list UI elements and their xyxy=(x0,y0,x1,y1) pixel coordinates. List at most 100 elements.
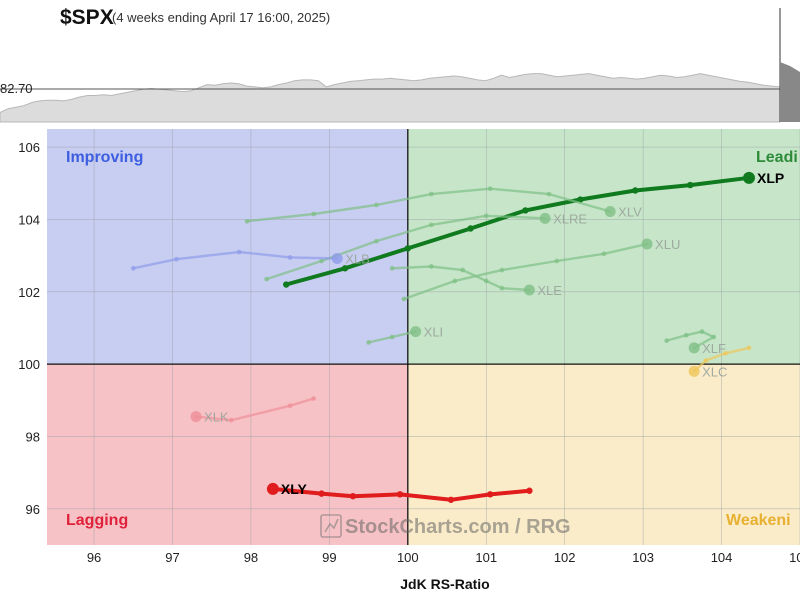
tail-point xyxy=(447,496,455,503)
tail-point xyxy=(374,202,379,208)
tail-point xyxy=(554,258,560,264)
tail-xlb[interactable]: XLB xyxy=(130,249,370,271)
tail-xlv[interactable]: XLV xyxy=(244,186,643,224)
y-tick-label: 106 xyxy=(18,140,40,155)
tail-label: XLE xyxy=(537,283,562,298)
tail-point xyxy=(318,490,325,497)
tail-point xyxy=(404,245,412,252)
tail-point xyxy=(546,191,552,197)
x-tick-label: 101 xyxy=(475,550,497,565)
tail-head-point xyxy=(410,326,422,338)
price-area xyxy=(0,73,781,123)
x-tick-label: 97 xyxy=(165,550,179,565)
tail-xle[interactable]: XLE xyxy=(389,264,563,298)
tail-point xyxy=(401,296,407,302)
tail-xlre[interactable]: XLRE xyxy=(264,211,587,282)
tail-point xyxy=(703,358,709,363)
y-tick-label: 102 xyxy=(18,285,40,300)
tail-point xyxy=(174,256,179,262)
tail-head-point xyxy=(604,205,616,217)
tail-point xyxy=(374,238,379,244)
y-tick-label: 104 xyxy=(18,212,40,227)
tail-head-point xyxy=(523,284,535,296)
quadrant-label-weakening: Weakeni xyxy=(726,512,791,529)
tail-point xyxy=(577,196,584,203)
tail-point xyxy=(499,267,505,273)
tail-point xyxy=(428,222,434,228)
y-tick-label: 98 xyxy=(26,429,40,444)
period-subtitle: (4 weeks ending April 17 16:00, 2025) xyxy=(112,10,330,25)
sector-tails: XLP XLY XLV XLRE XLU XLE XLB XLI XLF XLC XLK xyxy=(130,170,784,503)
tail-point xyxy=(601,251,607,257)
tail-label: XLU xyxy=(655,237,680,252)
stockcharts-logo-line xyxy=(324,518,339,533)
tail-point xyxy=(264,276,270,282)
x-tick-label: 98 xyxy=(244,550,258,565)
tail-point xyxy=(460,267,466,273)
tail-label: XLI xyxy=(424,325,444,340)
tail-point xyxy=(487,186,493,192)
tail-point xyxy=(483,213,489,219)
tail-label: XLK xyxy=(204,410,229,425)
x-tick-label: 104 xyxy=(711,550,733,565)
symbol-title: $SPX xyxy=(60,6,114,29)
tail-point xyxy=(499,285,505,291)
x-tick-label: 103 xyxy=(632,550,654,565)
tail-point xyxy=(311,396,317,401)
price-current-area xyxy=(780,62,800,122)
tail-line xyxy=(390,265,531,292)
price-header: $SPX (4 weeks ending April 17 16:00, 202… xyxy=(0,0,800,123)
tail-xlf[interactable]: XLF xyxy=(664,329,726,356)
tail-point xyxy=(287,255,293,260)
tail-point xyxy=(526,487,533,494)
tail-xlk[interactable]: XLK xyxy=(190,396,317,425)
tail-head-point xyxy=(688,365,700,377)
tail-label: XLP xyxy=(757,170,784,186)
tail-point xyxy=(664,338,670,344)
tail-line xyxy=(692,346,751,373)
tail-point xyxy=(699,329,705,334)
x-axis-title: JdK RS-Ratio xyxy=(400,576,489,592)
tail-point xyxy=(711,334,717,340)
quadrant-improving-bg xyxy=(47,129,408,365)
tail-point xyxy=(396,491,404,498)
tail-point xyxy=(287,403,293,409)
y-tick-label: 96 xyxy=(26,502,40,517)
tail-head-point xyxy=(743,171,756,184)
tail-point xyxy=(746,345,752,351)
tail-xlc[interactable]: XLC xyxy=(688,345,752,379)
tail-point xyxy=(389,334,395,340)
tail-point xyxy=(428,264,434,269)
x-tick-label: 102 xyxy=(554,550,576,565)
tail-point xyxy=(341,265,349,272)
tail-point xyxy=(632,187,639,194)
tail-xly[interactable]: XLY xyxy=(266,481,533,503)
tail-line xyxy=(194,397,315,422)
tail-label: XLF xyxy=(702,341,726,356)
tail-point xyxy=(467,225,474,232)
tail-head-point xyxy=(688,342,700,354)
tail-head-point xyxy=(641,238,653,250)
y-tick-label: 100 xyxy=(18,357,40,372)
tail-point xyxy=(452,278,458,284)
tail-xlp[interactable]: XLP xyxy=(283,170,784,288)
tail-point xyxy=(349,492,357,500)
tail-point xyxy=(283,281,290,288)
tail-label: XLRE xyxy=(553,211,587,226)
tail-label: XLC xyxy=(702,364,727,379)
tail-point xyxy=(244,218,250,224)
plot-area: Improving Leadi Lagging Weakeni StockCha… xyxy=(47,129,800,545)
tail-point xyxy=(389,265,395,271)
tail-line xyxy=(402,242,649,301)
quadrant-leading-bg xyxy=(407,129,800,365)
tail-point xyxy=(228,417,234,423)
quadrant-weakening-bg xyxy=(407,364,800,545)
tail-point xyxy=(319,258,324,264)
tail-point xyxy=(723,350,728,356)
tail-xli[interactable]: XLI xyxy=(366,325,443,345)
tail-head-point xyxy=(539,212,551,224)
tail-xlu[interactable]: XLU xyxy=(401,237,680,302)
quadrant-label-improving: Improving xyxy=(66,149,143,166)
x-axis-ticks: 96 97 98 99 100 101 102 103 104 105 xyxy=(87,550,800,565)
